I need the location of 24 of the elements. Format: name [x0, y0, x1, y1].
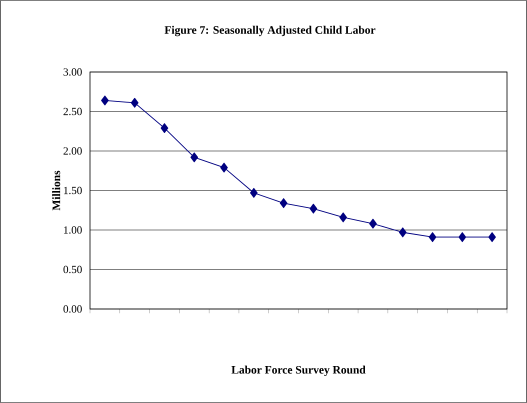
y-tick-label: 3.00: [64, 68, 82, 76]
point: [428, 232, 436, 242]
point: [369, 218, 377, 229]
y-tick-label: 2.50: [64, 108, 82, 116]
y-tick-label: 2.00: [64, 147, 82, 155]
chart-title: Figure 7: Seasonally Adjusted Child Labor: [164, 26, 376, 36]
point: [130, 98, 138, 108]
y-tick-label: 1.50: [64, 186, 82, 194]
y-axis-title: Millions: [52, 170, 60, 210]
point: [488, 232, 496, 242]
point: [190, 152, 198, 162]
y-tick-label: 0.50: [63, 266, 82, 274]
point: [250, 188, 258, 198]
y-tick-label: 1.00: [64, 226, 82, 234]
point: [339, 212, 347, 222]
point: [160, 123, 168, 134]
point: [280, 198, 288, 208]
y-tick-label: 0.00: [63, 305, 82, 313]
point: [220, 162, 228, 173]
point: [458, 232, 466, 242]
point: [101, 96, 109, 106]
x-axis-title: Labor Force Survey Round: [232, 366, 366, 376]
point: [398, 227, 407, 238]
point: [310, 204, 318, 214]
